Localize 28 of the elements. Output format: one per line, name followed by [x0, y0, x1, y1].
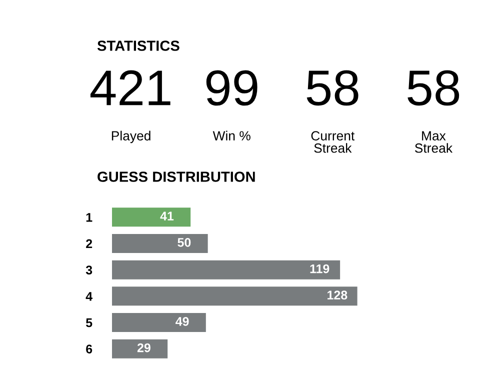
text: 58: [306, 70, 358, 106]
chart-title: GUESS DISTRIBUTION: [98, 172, 255, 182]
y-tick-label: 4: [86, 292, 92, 301]
bar: [112, 234, 208, 253]
text: Win %: [212, 130, 250, 140]
text: 421: [90, 70, 170, 106]
data-label: 49: [176, 317, 189, 326]
data-label: 41: [160, 212, 174, 220]
text: Current Streak: [311, 131, 355, 153]
text: Played: [112, 130, 150, 144]
text: Max Streak: [414, 131, 453, 153]
bar: [112, 313, 206, 332]
y-tick-label: 6: [86, 344, 92, 354]
text: 58: [408, 70, 460, 106]
y-tick-label: 3: [86, 266, 92, 275]
text: 99: [206, 70, 258, 106]
bar: [112, 260, 340, 280]
data-label: 50: [178, 238, 191, 247]
y-tick-label: 2: [86, 239, 92, 248]
bar: [112, 208, 191, 227]
bar: [112, 286, 358, 306]
y-tick-label: 5: [86, 318, 92, 328]
data-label: 29: [137, 343, 150, 352]
data-label: 128: [328, 290, 348, 300]
text: STATISTICS: [97, 40, 180, 51]
data-label: 119: [310, 264, 330, 274]
y-tick-label: 1: [86, 213, 92, 222]
bar: [112, 339, 168, 358]
